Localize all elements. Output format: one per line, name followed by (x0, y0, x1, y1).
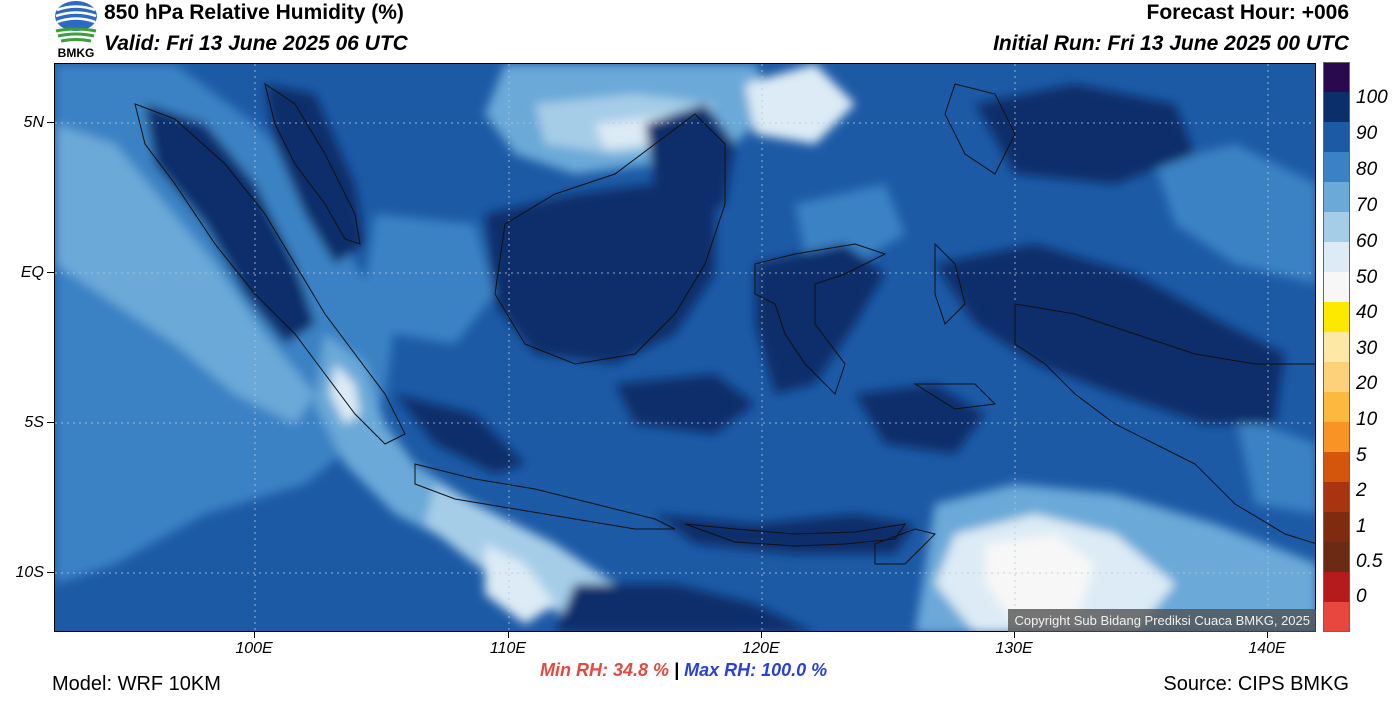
lon-label-100e: 100E (235, 640, 273, 657)
colorbar-border (1323, 62, 1350, 632)
copyright-notice: Copyright Sub Bidang Prediksi Cuaca BMKG… (1008, 609, 1316, 632)
stats-separator: | (674, 660, 680, 680)
colorbar-segment (1323, 182, 1350, 213)
colorbar-label-40: 40 (1356, 302, 1378, 323)
forecast-hour: Forecast Hour: +006 (1146, 1, 1350, 24)
lat-label-eq: EQ (20, 264, 44, 281)
lon-label-140e: 140E (1248, 640, 1286, 657)
colorbar-segment (1323, 152, 1350, 183)
colorbar-segment (1323, 62, 1350, 93)
max-rh: Max RH: 100.0 % (684, 660, 828, 680)
map-title: 850 hPa Relative Humidity (%) (104, 1, 404, 24)
bmkg-logo: BMKG (52, 0, 100, 60)
colorbar-segment (1323, 362, 1350, 393)
colorbar-label-60: 60 (1356, 231, 1378, 252)
rh-stats: Min RH: 34.8 % | Max RH: 100.0 % (540, 660, 827, 681)
lat-tick (47, 272, 54, 273)
colorbar-label-70: 70 (1356, 195, 1378, 216)
colorbar-segment (1323, 422, 1350, 453)
colorbar-label-20: 20 (1356, 373, 1378, 394)
colorbar-label-2: 2 (1356, 480, 1367, 501)
coastlines (134, 82, 1315, 565)
colorbar-segment (1323, 212, 1350, 243)
model-info: Model: WRF 10KM (52, 673, 221, 695)
colorbar-label-1: 1 (1356, 516, 1367, 537)
colorbar-label-100: 100 (1356, 87, 1388, 108)
lat-tick (47, 572, 54, 573)
lon-label-120e: 120E (742, 640, 780, 657)
humidity-field (55, 64, 1315, 631)
lat-tick (47, 122, 54, 123)
source-info: Source: CIPS BMKG (1163, 673, 1349, 695)
colorbar-label-30: 30 (1356, 338, 1378, 359)
colorbar-segment (1323, 542, 1350, 573)
lon-label-130e: 130E (995, 640, 1033, 657)
colorbar-segment (1323, 92, 1350, 123)
lon-tick (254, 632, 255, 638)
colorbar-segment (1323, 602, 1350, 633)
colorbar-label-50: 50 (1356, 267, 1378, 288)
colorbar-label-0-5: 0.5 (1356, 551, 1383, 572)
valid-time: Valid: Fri 13 June 2025 06 UTC (104, 32, 408, 55)
graticule (55, 64, 1315, 631)
colorbar-segment (1323, 302, 1350, 333)
logo-text: BMKG (58, 46, 95, 60)
colorbar-segment (1323, 122, 1350, 153)
initial-run: Initial Run: Fri 13 June 2025 00 UTC (993, 32, 1349, 55)
humidity-map (54, 63, 1316, 632)
colorbar-label-0: 0 (1356, 586, 1367, 607)
lon-tick (508, 632, 509, 638)
colorbar-segment (1323, 452, 1350, 483)
colorbar-label-80: 80 (1356, 159, 1378, 180)
min-rh: Min RH: 34.8 % (540, 660, 670, 680)
colorbar-segment (1323, 572, 1350, 603)
colorbar-label-90: 90 (1356, 123, 1378, 144)
colorbar-segment (1323, 512, 1350, 543)
lat-label-5n: 5N (23, 114, 44, 131)
colorbar (1323, 62, 1350, 633)
colorbar-label-10: 10 (1356, 409, 1378, 430)
lat-label-5s: 5S (24, 414, 44, 431)
lon-tick (1014, 632, 1015, 638)
lat-label-10s: 10S (15, 564, 44, 581)
colorbar-segment (1323, 332, 1350, 363)
colorbar-label-5: 5 (1356, 445, 1367, 466)
lon-tick (761, 632, 762, 638)
lon-tick (1267, 632, 1268, 638)
colorbar-segment (1323, 392, 1350, 423)
colorbar-segment (1323, 482, 1350, 513)
lat-tick (47, 422, 54, 423)
colorbar-segment (1323, 242, 1350, 273)
lon-label-110e: 110E (489, 640, 527, 657)
colorbar-segment (1323, 272, 1350, 303)
